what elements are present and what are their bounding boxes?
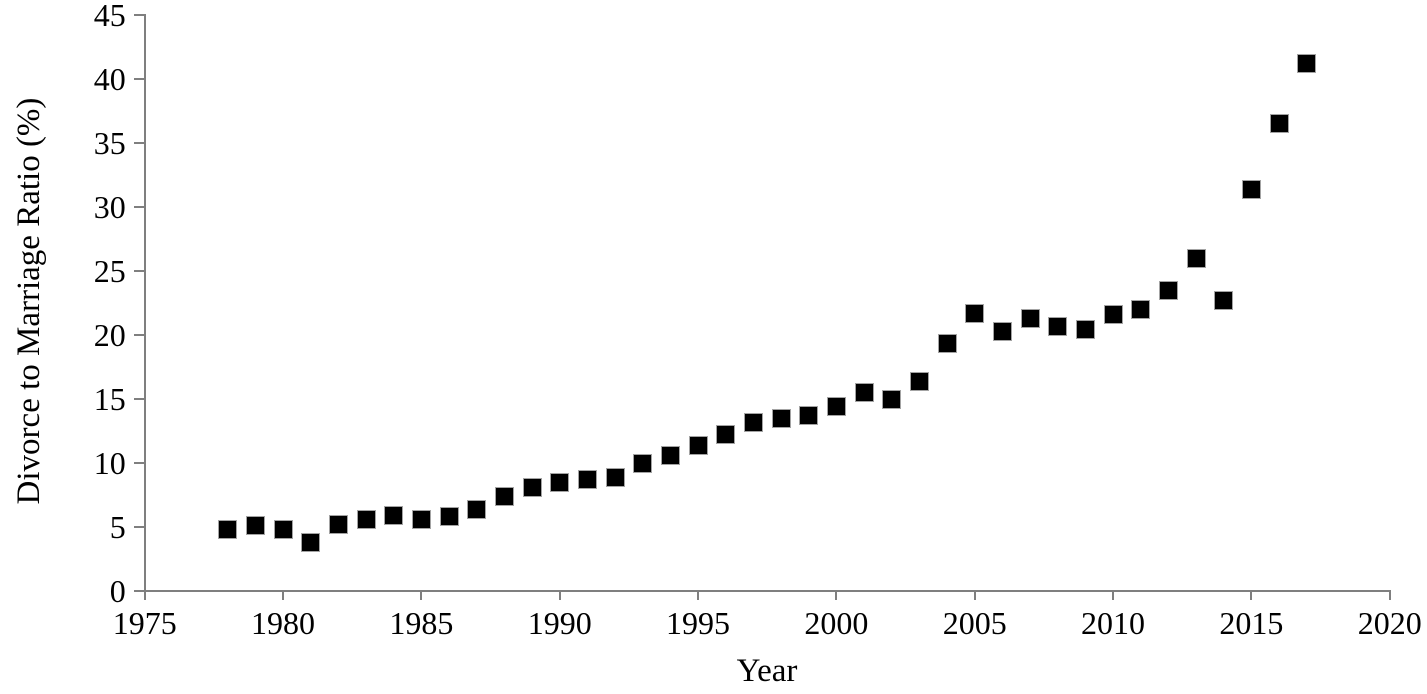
y-tick-mark bbox=[133, 334, 144, 336]
x-tick-label: 2020 bbox=[1357, 605, 1422, 641]
data-point-marker bbox=[965, 303, 985, 323]
x-tick-label: 1995 bbox=[666, 605, 731, 641]
data-point-marker bbox=[1269, 114, 1289, 134]
y-tick-mark bbox=[133, 462, 144, 464]
x-axis-line bbox=[143, 589, 1391, 592]
data-point-marker bbox=[771, 408, 791, 428]
data-point-marker bbox=[633, 453, 653, 473]
data-point-marker bbox=[605, 467, 625, 487]
x-tick-mark bbox=[282, 591, 285, 600]
data-point-marker bbox=[743, 412, 763, 432]
y-tick-label: 25 bbox=[93, 253, 126, 289]
x-tick-mark bbox=[697, 591, 700, 600]
data-point-marker bbox=[411, 509, 431, 529]
x-tick-label: 1990 bbox=[527, 605, 592, 641]
y-tick-mark bbox=[133, 14, 144, 16]
x-tick-label: 2000 bbox=[804, 605, 869, 641]
y-tick-label: 35 bbox=[93, 125, 126, 161]
data-point-marker bbox=[1214, 290, 1234, 310]
y-tick-label: 45 bbox=[93, 0, 126, 33]
x-tick-label: 2010 bbox=[1081, 605, 1146, 641]
data-point-marker bbox=[328, 514, 348, 534]
data-point-marker bbox=[467, 499, 487, 519]
x-tick-mark bbox=[1112, 591, 1115, 600]
data-point-marker bbox=[218, 520, 238, 540]
y-tick-mark bbox=[133, 590, 144, 592]
data-point-marker bbox=[1241, 179, 1261, 199]
y-tick-label: 20 bbox=[93, 317, 126, 353]
y-tick-mark bbox=[133, 142, 144, 144]
x-tick-mark bbox=[835, 591, 838, 600]
data-point-marker bbox=[1186, 248, 1206, 268]
data-point-marker bbox=[799, 406, 819, 426]
data-point-marker bbox=[1297, 54, 1317, 74]
data-point-marker bbox=[854, 383, 874, 403]
y-tick-mark bbox=[133, 206, 144, 208]
x-tick-mark bbox=[1250, 591, 1253, 600]
data-point-marker bbox=[577, 470, 597, 490]
y-tick-label: 10 bbox=[93, 445, 126, 481]
x-tick-mark bbox=[420, 591, 423, 600]
x-tick-label: 2005 bbox=[942, 605, 1007, 641]
data-point-marker bbox=[245, 516, 265, 536]
data-point-marker bbox=[1103, 305, 1123, 325]
data-point-marker bbox=[1020, 308, 1040, 328]
y-tick-label: 30 bbox=[93, 189, 126, 225]
y-tick-mark bbox=[133, 78, 144, 80]
x-tick-mark bbox=[973, 591, 976, 600]
y-tick-mark bbox=[133, 526, 144, 528]
x-tick-mark bbox=[558, 591, 561, 600]
data-point-marker bbox=[356, 509, 376, 529]
y-tick-label: 40 bbox=[93, 61, 126, 97]
x-tick-label: 1975 bbox=[112, 605, 177, 641]
data-point-marker bbox=[1075, 320, 1095, 340]
data-point-marker bbox=[384, 505, 404, 525]
data-point-marker bbox=[716, 425, 736, 445]
data-point-marker bbox=[550, 472, 570, 492]
data-point-marker bbox=[882, 389, 902, 409]
data-point-marker bbox=[992, 321, 1012, 341]
x-tick-mark bbox=[1388, 591, 1391, 600]
x-tick-label: 2015 bbox=[1219, 605, 1284, 641]
y-tick-label: 0 bbox=[109, 573, 126, 609]
x-tick-label: 1980 bbox=[251, 605, 316, 641]
data-point-marker bbox=[937, 334, 957, 354]
data-point-marker bbox=[301, 532, 321, 552]
data-point-marker bbox=[494, 486, 514, 506]
data-point-marker bbox=[660, 445, 680, 465]
data-point-marker bbox=[1131, 299, 1151, 319]
y-tick-mark bbox=[133, 398, 144, 400]
x-axis-title: Year bbox=[736, 653, 798, 689]
data-point-marker bbox=[273, 520, 293, 540]
x-tick-mark bbox=[143, 591, 146, 600]
y-axis-line bbox=[143, 14, 146, 592]
y-tick-label: 15 bbox=[93, 381, 126, 417]
data-point-marker bbox=[439, 507, 459, 527]
y-tick-mark bbox=[133, 270, 144, 272]
data-point-marker bbox=[522, 477, 542, 497]
data-point-marker bbox=[1048, 316, 1068, 336]
data-point-marker bbox=[826, 397, 846, 417]
data-point-marker bbox=[1158, 280, 1178, 300]
x-tick-label: 1985 bbox=[389, 605, 454, 641]
y-tick-label: 5 bbox=[109, 509, 126, 545]
data-point-marker bbox=[909, 371, 929, 391]
data-point-marker bbox=[688, 435, 708, 455]
